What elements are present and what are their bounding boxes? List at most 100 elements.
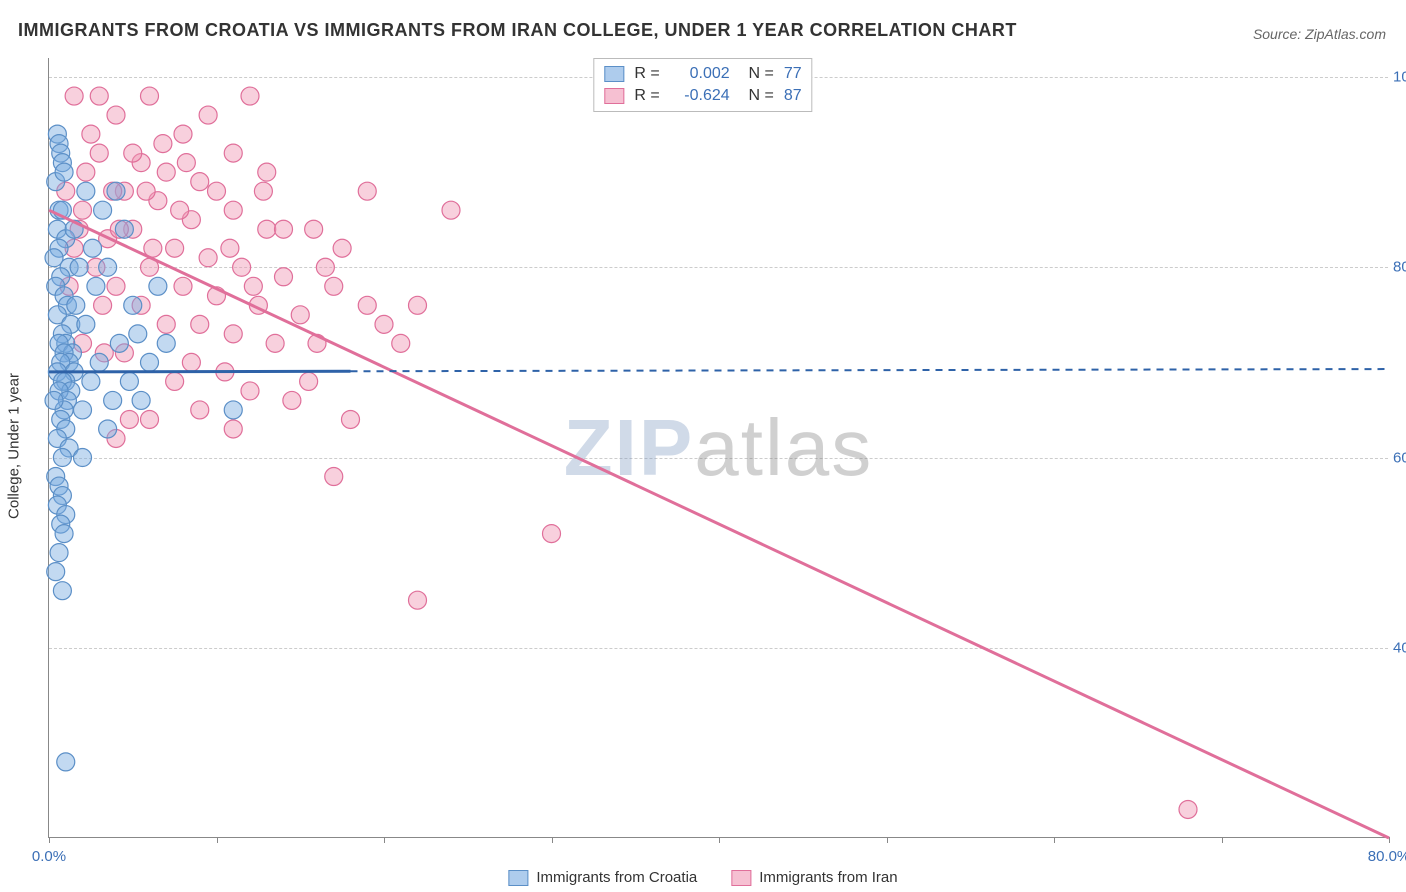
- data-point: [65, 87, 83, 105]
- chart-svg: [49, 58, 1388, 837]
- data-point: [94, 201, 112, 219]
- data-point: [129, 325, 147, 343]
- data-point: [283, 391, 301, 409]
- data-point: [221, 239, 239, 257]
- data-point: [74, 401, 92, 419]
- data-point: [99, 420, 117, 438]
- data-point: [409, 296, 427, 314]
- data-point: [67, 296, 85, 314]
- data-point: [258, 220, 276, 238]
- data-point: [305, 220, 323, 238]
- plot-area: ZIPatlas 40.0%60.0%80.0%100.0%0.0%80.0%: [48, 58, 1388, 838]
- data-point: [342, 410, 360, 428]
- data-point: [291, 306, 309, 324]
- r-value: -0.624: [670, 85, 730, 107]
- data-point: [107, 106, 125, 124]
- data-point: [244, 277, 262, 295]
- data-point: [141, 410, 159, 428]
- legend-item: Immigrants from Croatia: [508, 869, 697, 886]
- data-point: [241, 87, 259, 105]
- r-value: 0.002: [670, 63, 730, 85]
- series-legend: Immigrants from Croatia Immigrants from I…: [508, 869, 897, 886]
- data-point: [141, 87, 159, 105]
- data-point: [442, 201, 460, 219]
- chart-title: IMMIGRANTS FROM CROATIA VS IMMIGRANTS FR…: [18, 20, 1017, 41]
- y-tick-label: 40.0%: [1393, 639, 1406, 656]
- data-point: [241, 382, 259, 400]
- data-point: [149, 277, 167, 295]
- data-point: [53, 582, 71, 600]
- legend-row: R =0.002 N =77: [604, 63, 801, 85]
- data-point: [99, 258, 117, 276]
- x-tick: [217, 837, 218, 843]
- data-point: [157, 163, 175, 181]
- data-point: [157, 315, 175, 333]
- data-point: [254, 182, 272, 200]
- legend-swatch: [508, 870, 528, 886]
- x-tick: [384, 837, 385, 843]
- y-tick-label: 80.0%: [1393, 259, 1406, 276]
- data-point: [55, 525, 73, 543]
- data-point: [94, 296, 112, 314]
- legend-swatch: [604, 88, 624, 104]
- data-point: [132, 391, 150, 409]
- data-point: [90, 87, 108, 105]
- data-point: [266, 334, 284, 352]
- regression-line: [49, 371, 351, 372]
- data-point: [57, 753, 75, 771]
- x-tick: [49, 837, 50, 843]
- y-tick-label: 100.0%: [1393, 69, 1406, 86]
- data-point: [74, 201, 92, 219]
- data-point: [199, 249, 217, 267]
- data-point: [224, 144, 242, 162]
- data-point: [333, 239, 351, 257]
- data-point: [224, 201, 242, 219]
- data-point: [70, 258, 88, 276]
- data-point: [177, 154, 195, 172]
- legend-swatch: [731, 870, 751, 886]
- n-value: 87: [784, 85, 802, 107]
- x-tick: [719, 837, 720, 843]
- data-point: [208, 182, 226, 200]
- data-point: [107, 182, 125, 200]
- data-point: [107, 277, 125, 295]
- source-attribution: Source: ZipAtlas.com: [1253, 26, 1386, 42]
- data-point: [543, 525, 561, 543]
- r-label: R =: [634, 63, 659, 85]
- data-point: [77, 163, 95, 181]
- data-point: [409, 591, 427, 609]
- data-point: [191, 173, 209, 191]
- data-point: [74, 449, 92, 467]
- data-point: [154, 135, 172, 153]
- data-point: [50, 544, 68, 562]
- data-point: [84, 239, 102, 257]
- legend-item: Immigrants from Iran: [731, 869, 897, 886]
- data-point: [224, 325, 242, 343]
- legend-label: Immigrants from Croatia: [536, 869, 697, 886]
- y-axis-label: College, Under 1 year: [6, 373, 23, 519]
- data-point: [174, 277, 192, 295]
- data-point: [199, 106, 217, 124]
- data-point: [275, 220, 293, 238]
- regression-line: [351, 369, 1390, 371]
- data-point: [45, 391, 63, 409]
- data-point: [90, 144, 108, 162]
- legend-label: Immigrants from Iran: [759, 869, 897, 886]
- x-tick: [1054, 837, 1055, 843]
- correlation-legend: R =0.002 N =77R =-0.624 N =87: [593, 58, 812, 112]
- data-point: [90, 353, 108, 371]
- x-tick-label: 0.0%: [32, 848, 66, 865]
- data-point: [1179, 800, 1197, 818]
- x-tick: [887, 837, 888, 843]
- x-tick: [1389, 837, 1390, 843]
- data-point: [325, 277, 343, 295]
- data-point: [55, 163, 73, 181]
- data-point: [53, 449, 71, 467]
- data-point: [141, 353, 159, 371]
- data-point: [191, 315, 209, 333]
- regression-line: [49, 210, 1389, 838]
- x-tick: [1222, 837, 1223, 843]
- data-point: [137, 182, 155, 200]
- data-point: [171, 201, 189, 219]
- n-value: 77: [784, 63, 802, 85]
